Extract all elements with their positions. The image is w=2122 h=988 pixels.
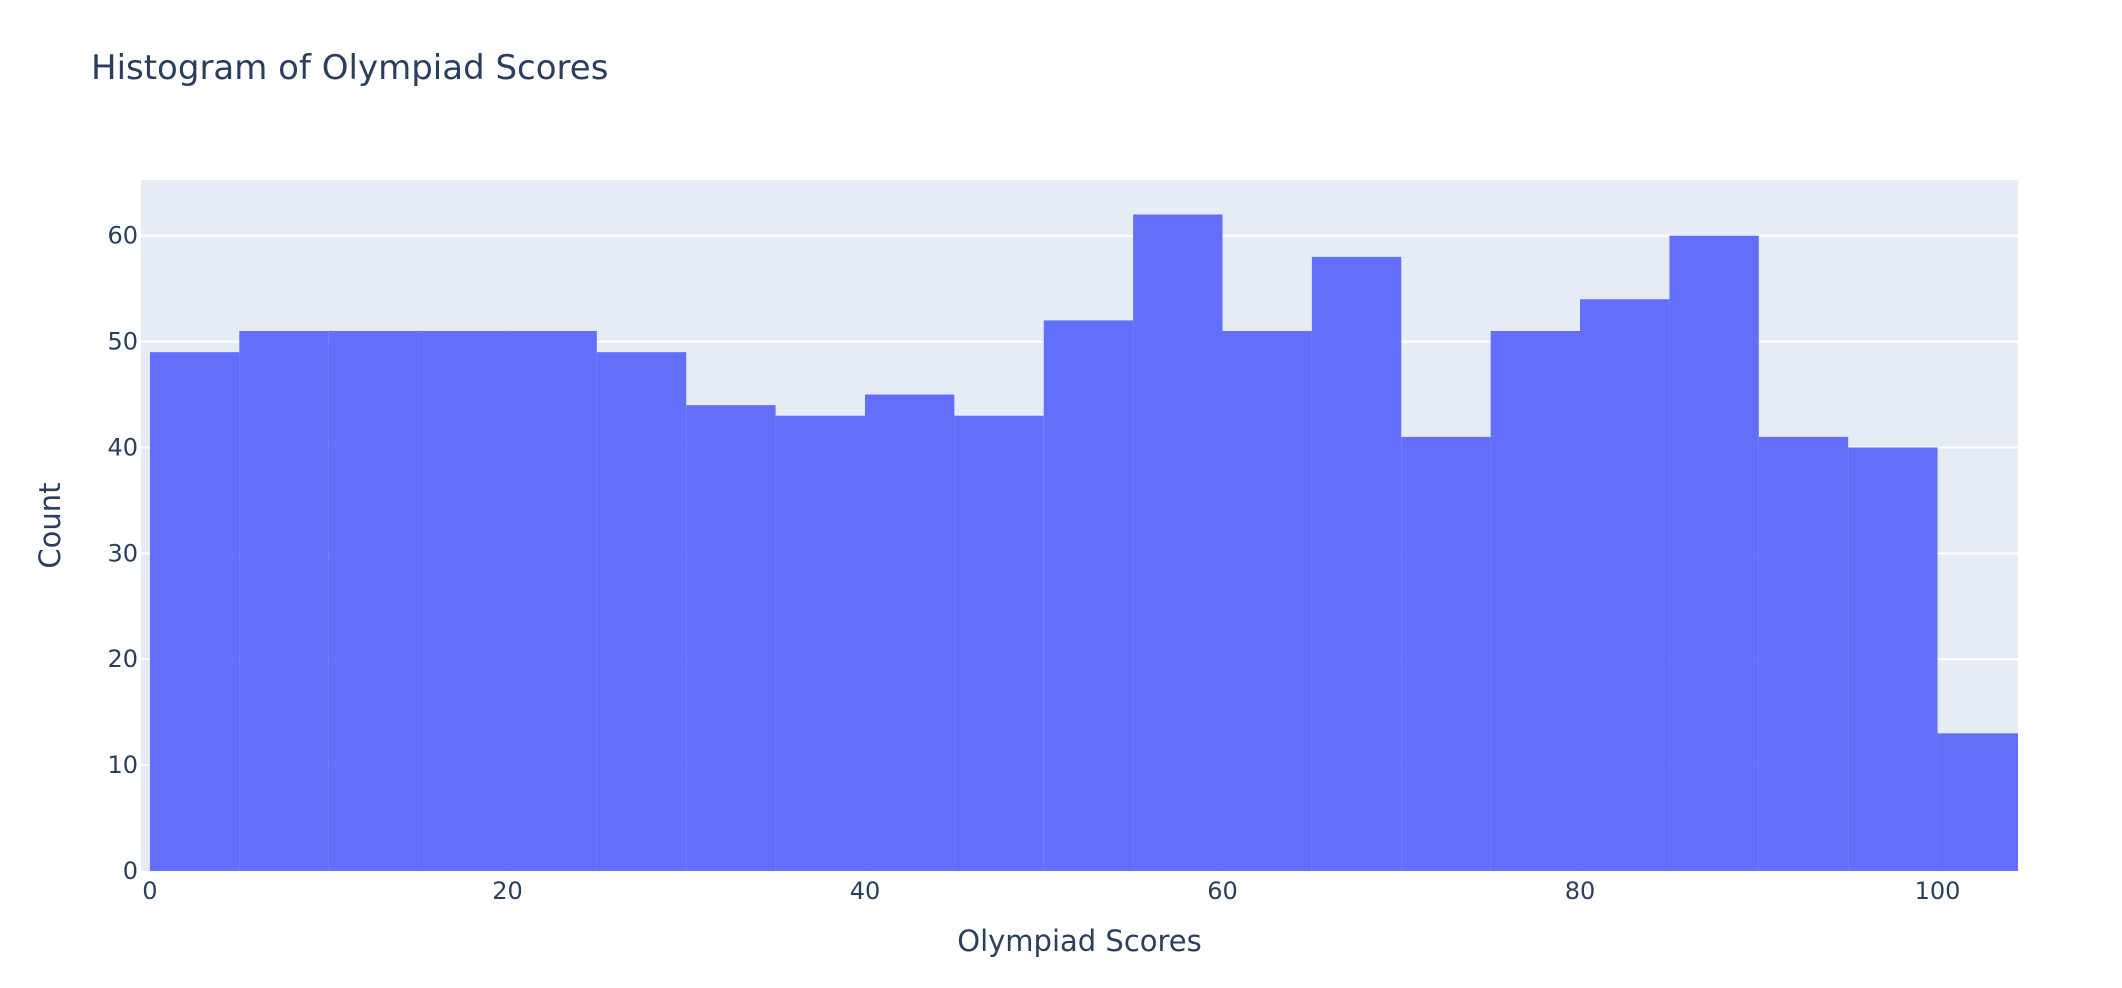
histogram-bar — [686, 405, 776, 871]
histogram-bar — [1669, 235, 1759, 871]
y-tick-label: 40 — [107, 433, 138, 461]
histogram-bar — [864, 394, 955, 871]
histogram-bar — [1043, 320, 1134, 871]
x-tick-label: 100 — [1915, 877, 1961, 905]
histogram-bar — [328, 330, 419, 871]
histogram-bar — [1401, 436, 1491, 871]
histogram-bar — [954, 415, 1044, 871]
y-axis-ticks: 0 10 20 30 40 50 60 — [107, 222, 138, 885]
histogram-bar — [1222, 330, 1312, 871]
x-axis-title: Olympiad Scores — [957, 924, 1202, 958]
chart-title: Histogram of Olympiad Scores — [91, 48, 608, 88]
x-tick-label: 40 — [850, 877, 881, 905]
x-tick-label: 60 — [1207, 877, 1238, 905]
histogram-bar — [775, 415, 865, 871]
x-tick-label: 20 — [492, 877, 523, 905]
histogram-bar — [239, 330, 329, 871]
histogram-bar — [1311, 256, 1402, 871]
bars — [149, 214, 2018, 872]
y-tick-label: 60 — [107, 222, 138, 250]
y-tick-label: 30 — [107, 539, 138, 567]
histogram-bar — [1490, 330, 1581, 871]
y-tick-label: 10 — [107, 751, 138, 779]
histogram-bar — [1580, 299, 1670, 871]
x-tick-label: 80 — [1565, 877, 1596, 905]
histogram-bar — [507, 330, 597, 871]
histogram-bar — [1133, 214, 1223, 871]
x-axis-ticks: 0 20 40 60 80 100 — [142, 877, 1960, 905]
histogram-bar — [1937, 733, 2018, 871]
y-tick-label: 0 — [123, 857, 138, 885]
histogram-bar — [1758, 436, 1849, 871]
y-tick-label: 50 — [107, 328, 138, 356]
histogram-bar — [149, 352, 240, 872]
y-axis-title: Count — [33, 482, 67, 568]
x-tick-label: 0 — [142, 877, 157, 905]
histogram-bar — [1848, 447, 1938, 871]
histogram-bar — [596, 352, 687, 872]
y-tick-label: 20 — [107, 645, 138, 673]
histogram-bar — [418, 330, 508, 871]
